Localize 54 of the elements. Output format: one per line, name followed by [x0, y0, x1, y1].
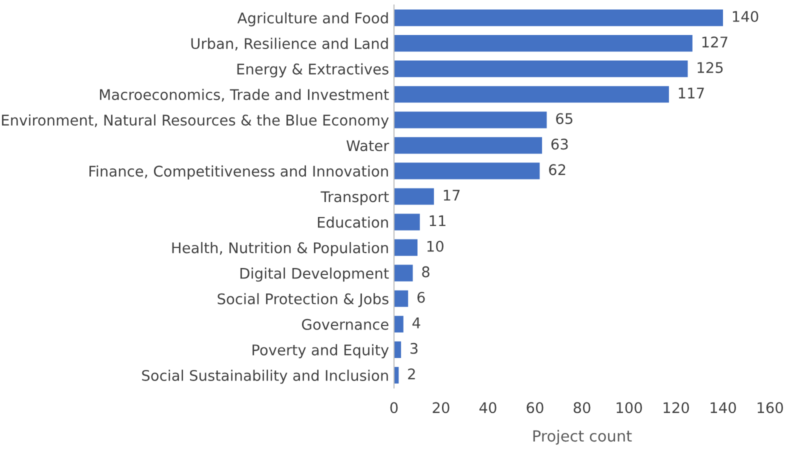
y-tick-label: Finance, Competitiveness and Innovation [89, 165, 388, 180]
x-tick-label: 100 [616, 402, 642, 414]
data-label: 125 [698, 62, 723, 74]
y-tick-label: Digital Development [240, 268, 389, 282]
data-label: 3 [410, 342, 418, 354]
data-label: 140 [732, 10, 758, 22]
bar [394, 188, 434, 205]
data-label: 10 [427, 240, 444, 252]
y-tick-label: Governance [302, 318, 388, 330]
y-tick-label: Energy & Extractives [237, 63, 388, 78]
bar [394, 290, 408, 307]
data-label: 65 [556, 113, 572, 124]
data-label: 6 [417, 292, 425, 303]
y-tick-label: Poverty and Equity [252, 344, 389, 358]
data-label: 8 [422, 266, 430, 278]
y-tick-label: Transport [320, 191, 389, 206]
y-tick-label: Water [346, 140, 390, 152]
x-tick-label: 60 [526, 402, 544, 414]
bar [394, 239, 418, 256]
bar [394, 35, 692, 52]
x-tick-label: 40 [479, 402, 496, 414]
bar [394, 60, 688, 78]
x-tick-label: 140 [710, 402, 736, 414]
data-label: 62 [549, 164, 566, 176]
y-tick-label: Education [318, 216, 388, 228]
data-label: 117 [678, 88, 704, 98]
bar [394, 214, 420, 230]
data-label: 127 [702, 36, 728, 48]
y-tick-label: Social Protection & Jobs [218, 293, 388, 308]
data-label: 63 [551, 138, 568, 150]
bar [394, 162, 540, 180]
bar [394, 264, 413, 282]
bar [394, 316, 404, 332]
x-tick-label: 80 [574, 402, 590, 414]
y-tick-label: Macroeconomics, Trade and Investment [100, 88, 389, 102]
x-tick-label: 20 [432, 402, 450, 414]
bar [394, 86, 669, 103]
y-tick-label: Health, Nutrition & Population [172, 242, 388, 256]
data-label: 2 [408, 368, 415, 380]
y-tick-label: Agriculture and Food [237, 12, 388, 26]
y-tick-label: Social Sustainability and Inclusion [142, 370, 388, 384]
x-tick-label: 160 [758, 402, 783, 414]
bar [394, 137, 542, 154]
x-tick-label: 120 [664, 402, 689, 414]
x-tick-label: 0 [390, 402, 398, 414]
data-label: 4 [412, 318, 420, 328]
x-axis-title: Project count [533, 430, 632, 445]
data-label: 11 [430, 215, 446, 226]
bar [394, 341, 402, 358]
y-tick-label: Environment, Natural Resources & the Blue Economy [2, 114, 389, 128]
data-label: 17 [444, 190, 460, 201]
y-tick-label: Urban, Resilience and Land [191, 38, 388, 51]
bar [394, 112, 547, 128]
bar [394, 9, 723, 26]
